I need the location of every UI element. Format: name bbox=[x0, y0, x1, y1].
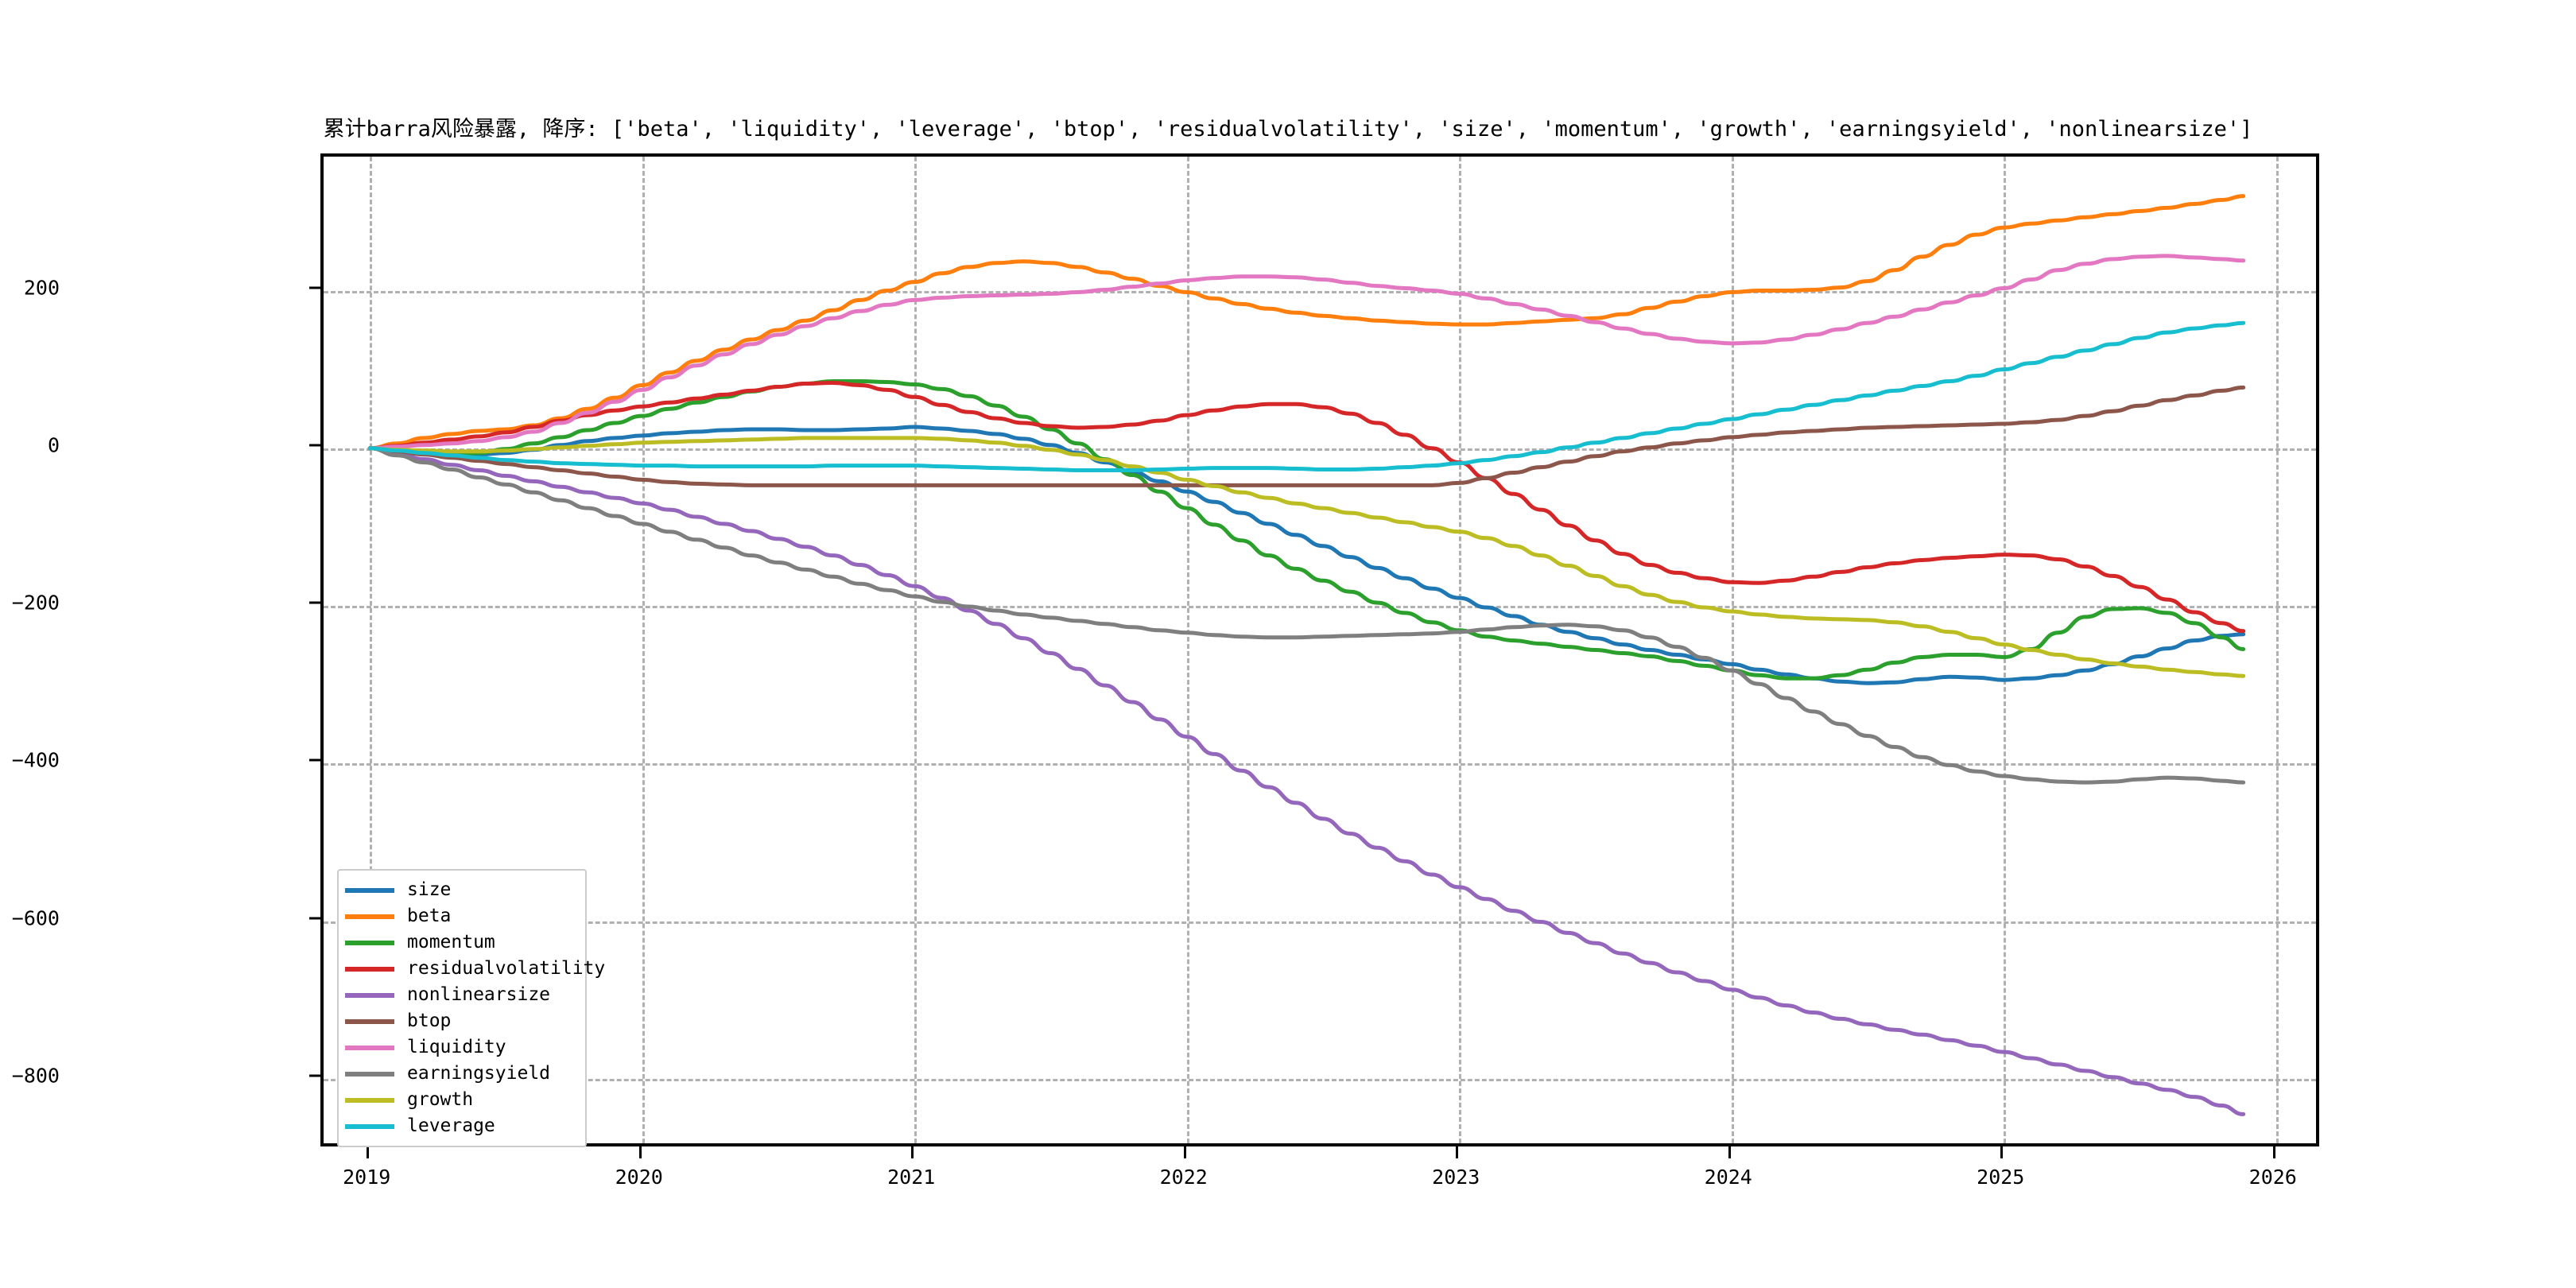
x-axis-tick-label: 2019 bbox=[343, 1166, 391, 1189]
x-axis-tick-mark bbox=[1728, 1146, 1731, 1158]
y-axis-tick-mark bbox=[309, 286, 321, 289]
x-axis-tick-mark bbox=[1456, 1146, 1459, 1158]
legend-color-swatch bbox=[345, 1097, 394, 1103]
series-line-size bbox=[367, 425, 2246, 685]
legend-item-liquidity[interactable]: liquidity bbox=[345, 1034, 577, 1061]
series-line-earningsyield bbox=[367, 446, 2246, 785]
y-axis-tick-mark bbox=[309, 1074, 321, 1077]
legend-item-label: leverage bbox=[407, 1115, 495, 1136]
x-axis-tick-mark bbox=[367, 1146, 370, 1158]
x-axis-tick-label: 2026 bbox=[2248, 1166, 2297, 1189]
series-lines bbox=[367, 194, 2246, 1116]
x-axis-tick-label: 2021 bbox=[887, 1166, 936, 1189]
legend-item-growth[interactable]: growth bbox=[345, 1087, 577, 1113]
y-axis-tick-mark bbox=[309, 444, 321, 447]
series-line-beta bbox=[367, 194, 2246, 451]
legend-item-label: liquidity bbox=[407, 1037, 506, 1057]
x-axis-tick-mark bbox=[1183, 1146, 1186, 1158]
legend-color-swatch bbox=[345, 966, 394, 972]
x-axis-tick-mark bbox=[911, 1146, 914, 1158]
legend-item-btop[interactable]: btop bbox=[345, 1008, 577, 1034]
y-axis-tick-mark bbox=[309, 917, 321, 920]
legend-item-label: earningsyield bbox=[407, 1063, 551, 1084]
series-line-momentum bbox=[367, 379, 2246, 681]
x-axis-tick-mark bbox=[638, 1146, 642, 1158]
page-title: 累计barra风险暴露, 降序: ['beta', 'liquidity', '… bbox=[323, 117, 2253, 142]
series-line-leverage bbox=[367, 320, 2246, 472]
x-axis-tick-label: 2023 bbox=[1432, 1166, 1480, 1189]
legend-item-nonlinearsize[interactable]: nonlinearsize bbox=[345, 982, 577, 1008]
legend-color-swatch bbox=[345, 940, 394, 945]
legend-color-swatch bbox=[345, 1045, 394, 1050]
x-axis-tick-label: 2022 bbox=[1159, 1166, 1208, 1189]
legend-item-label: growth bbox=[407, 1089, 474, 1110]
x-axis-tick-label: 2025 bbox=[1977, 1166, 2025, 1189]
legend-item-beta[interactable]: beta bbox=[345, 903, 577, 929]
y-axis-tick-label: 200 bbox=[23, 276, 60, 300]
legend-color-swatch bbox=[345, 992, 394, 998]
series-line-residualvolatility bbox=[367, 381, 2246, 634]
series-line-btop bbox=[367, 385, 2246, 487]
plot-area bbox=[320, 153, 2319, 1146]
legend-item-label: size bbox=[407, 879, 452, 900]
legend-item-leverage[interactable]: leverage bbox=[345, 1113, 577, 1139]
legend-color-swatch bbox=[345, 914, 394, 919]
y-axis-tick-label: 0 bbox=[47, 433, 60, 457]
legend-item-label: momentum bbox=[407, 932, 495, 952]
plot-inner bbox=[324, 157, 2316, 1143]
x-axis-tick-label: 2020 bbox=[615, 1166, 663, 1189]
series-line-growth bbox=[367, 436, 2246, 678]
y-axis-tick-label: −600 bbox=[11, 906, 60, 930]
legend[interactable]: size beta momentum residualvolatility nonlin… bbox=[337, 869, 605, 1147]
legend-item-earningsyield[interactable]: earningsyield bbox=[345, 1061, 577, 1087]
legend-item-label: btop bbox=[407, 1011, 452, 1031]
legend-color-swatch bbox=[345, 1018, 394, 1024]
x-axis-tick-label: 2024 bbox=[1704, 1166, 1752, 1189]
series-line-nonlinearsize bbox=[367, 446, 2246, 1116]
y-axis-tick-label: −200 bbox=[11, 591, 60, 615]
legend-color-swatch bbox=[345, 1123, 394, 1129]
y-axis-tick-label: −400 bbox=[11, 748, 60, 772]
x-axis-tick-mark bbox=[2272, 1146, 2275, 1158]
y-axis-tick-mark bbox=[309, 758, 321, 762]
legend-item-label: beta bbox=[407, 906, 452, 926]
legend-item-size[interactable]: size bbox=[345, 877, 577, 903]
legend-item-label: nonlinearsize bbox=[407, 984, 551, 1005]
legend-color-swatch bbox=[345, 887, 394, 893]
y-axis-tick-mark bbox=[309, 601, 321, 604]
legend-item-momentum[interactable]: momentum bbox=[345, 929, 577, 956]
series-line-liquidity bbox=[367, 254, 2246, 451]
legend-item-label: residualvolatility bbox=[407, 958, 606, 979]
legend-item-residualvolatility[interactable]: residualvolatility bbox=[345, 956, 605, 982]
y-axis-tick-label: −800 bbox=[11, 1064, 60, 1088]
x-axis-tick-mark bbox=[2000, 1146, 2004, 1158]
legend-color-swatch bbox=[345, 1071, 394, 1077]
